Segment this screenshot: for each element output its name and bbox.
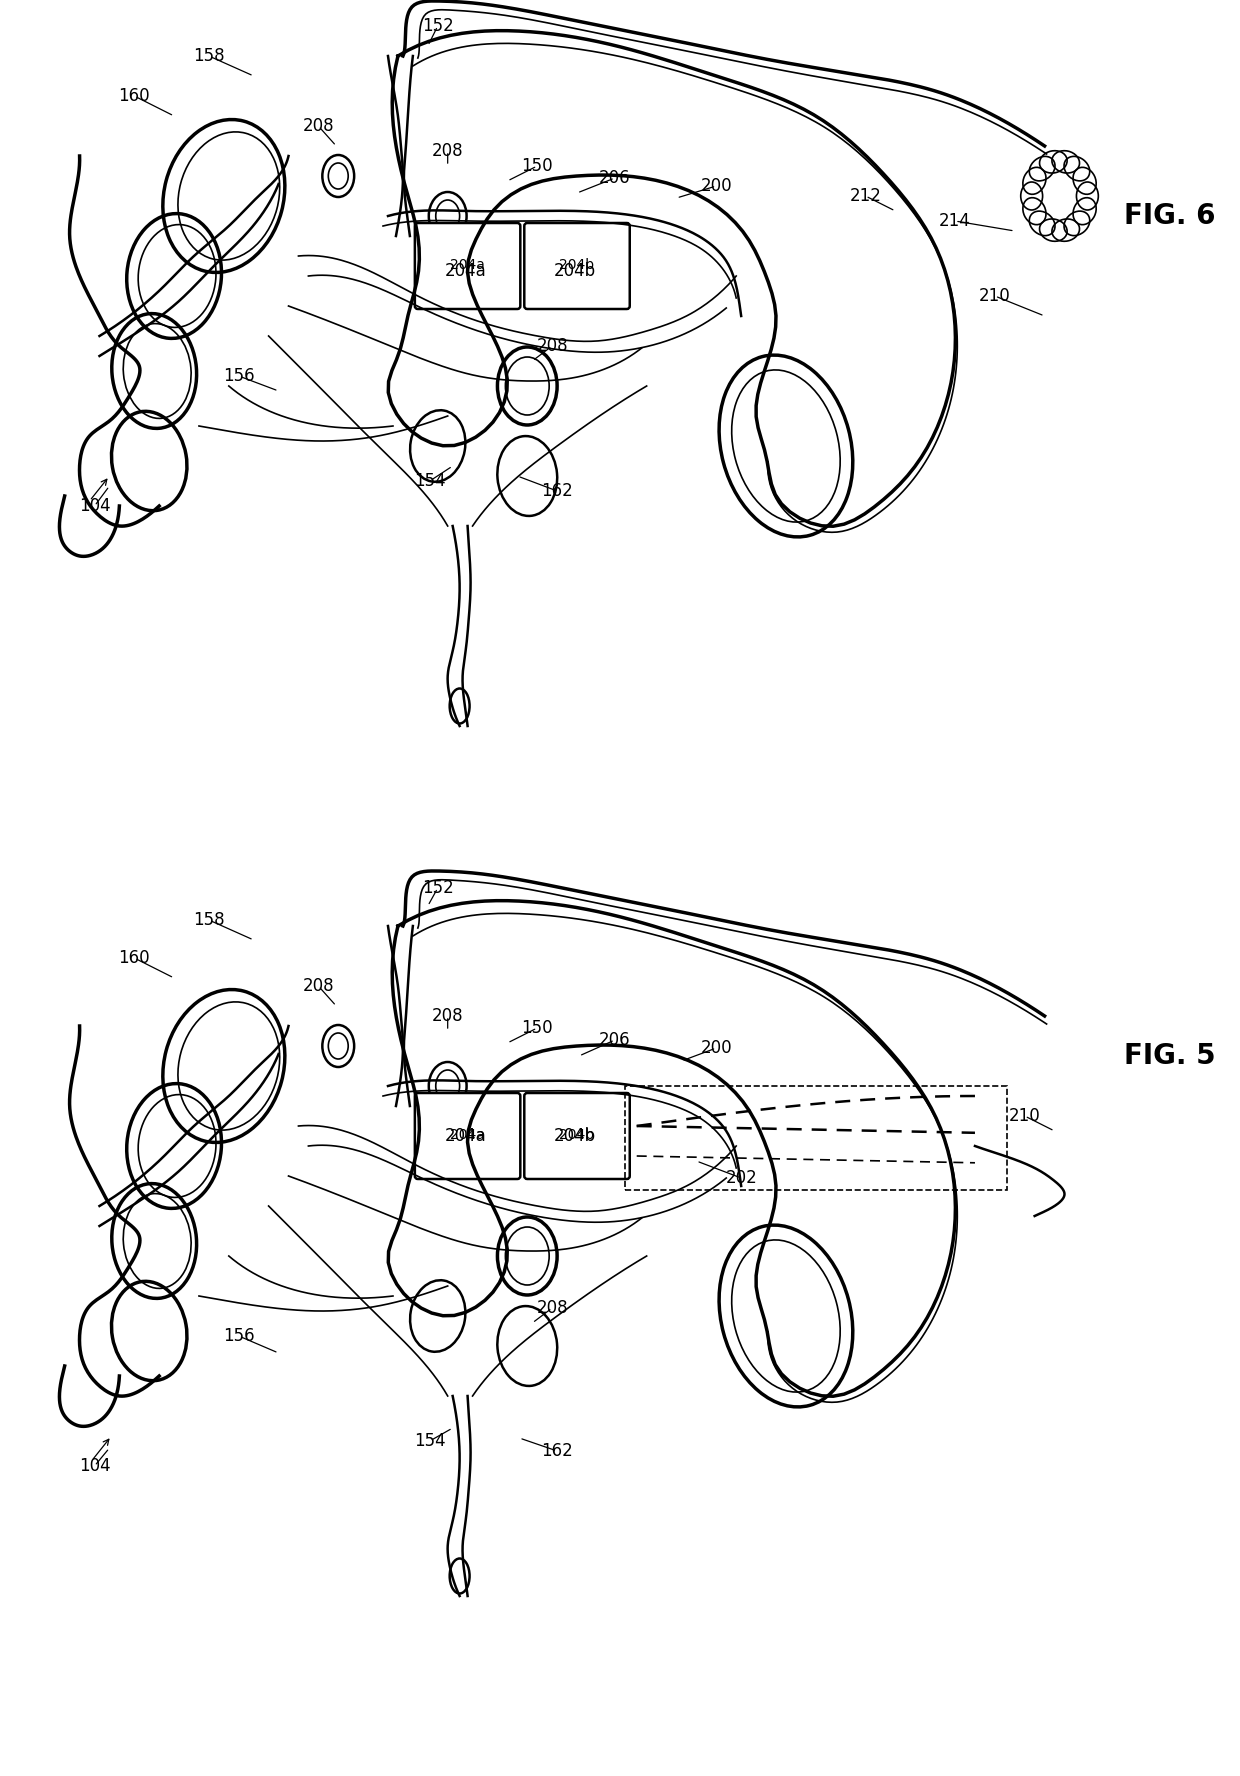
Text: 208: 208 (432, 1007, 464, 1025)
Text: 150: 150 (521, 156, 553, 176)
Text: 204a: 204a (445, 263, 486, 281)
Text: 204a: 204a (450, 258, 485, 272)
Text: FIG. 6: FIG. 6 (1125, 202, 1215, 231)
Text: 156: 156 (223, 1327, 254, 1344)
Text: 152: 152 (422, 18, 454, 36)
Text: 208: 208 (303, 977, 334, 995)
Text: 202: 202 (725, 1169, 758, 1186)
Text: 212: 212 (849, 186, 882, 204)
Text: 206: 206 (599, 1032, 631, 1050)
Text: 200: 200 (701, 178, 732, 195)
Text: 210: 210 (1009, 1106, 1040, 1124)
FancyBboxPatch shape (525, 1092, 630, 1179)
Text: 204b: 204b (554, 1128, 596, 1146)
Text: 162: 162 (541, 1442, 573, 1460)
Text: 204a: 204a (445, 1128, 486, 1146)
Text: 104: 104 (78, 1456, 110, 1476)
Text: 208: 208 (303, 117, 334, 135)
Text: 208: 208 (537, 337, 568, 355)
Text: 158: 158 (193, 911, 224, 929)
Text: 214: 214 (939, 211, 971, 231)
Text: 150: 150 (521, 1019, 553, 1037)
Text: 162: 162 (541, 481, 573, 501)
Text: 160: 160 (119, 948, 150, 966)
Text: 158: 158 (193, 46, 224, 66)
Text: 104: 104 (78, 497, 110, 515)
Text: 206: 206 (599, 169, 631, 186)
Text: 204a: 204a (450, 1128, 485, 1142)
Text: 154: 154 (414, 472, 445, 490)
Text: 208: 208 (432, 142, 464, 160)
Text: 156: 156 (223, 368, 254, 385)
Text: 204b: 204b (554, 263, 596, 281)
Text: 204b: 204b (559, 1128, 595, 1142)
FancyBboxPatch shape (415, 1092, 521, 1179)
FancyBboxPatch shape (525, 224, 630, 309)
Text: 204b: 204b (559, 258, 595, 272)
Text: 160: 160 (119, 87, 150, 105)
Text: 154: 154 (414, 1431, 445, 1449)
Text: 208: 208 (537, 1298, 568, 1318)
Text: 200: 200 (701, 1039, 732, 1057)
Text: FIG. 5: FIG. 5 (1125, 1043, 1215, 1069)
Text: 152: 152 (422, 879, 454, 897)
FancyBboxPatch shape (415, 224, 521, 309)
Text: 210: 210 (980, 288, 1011, 305)
